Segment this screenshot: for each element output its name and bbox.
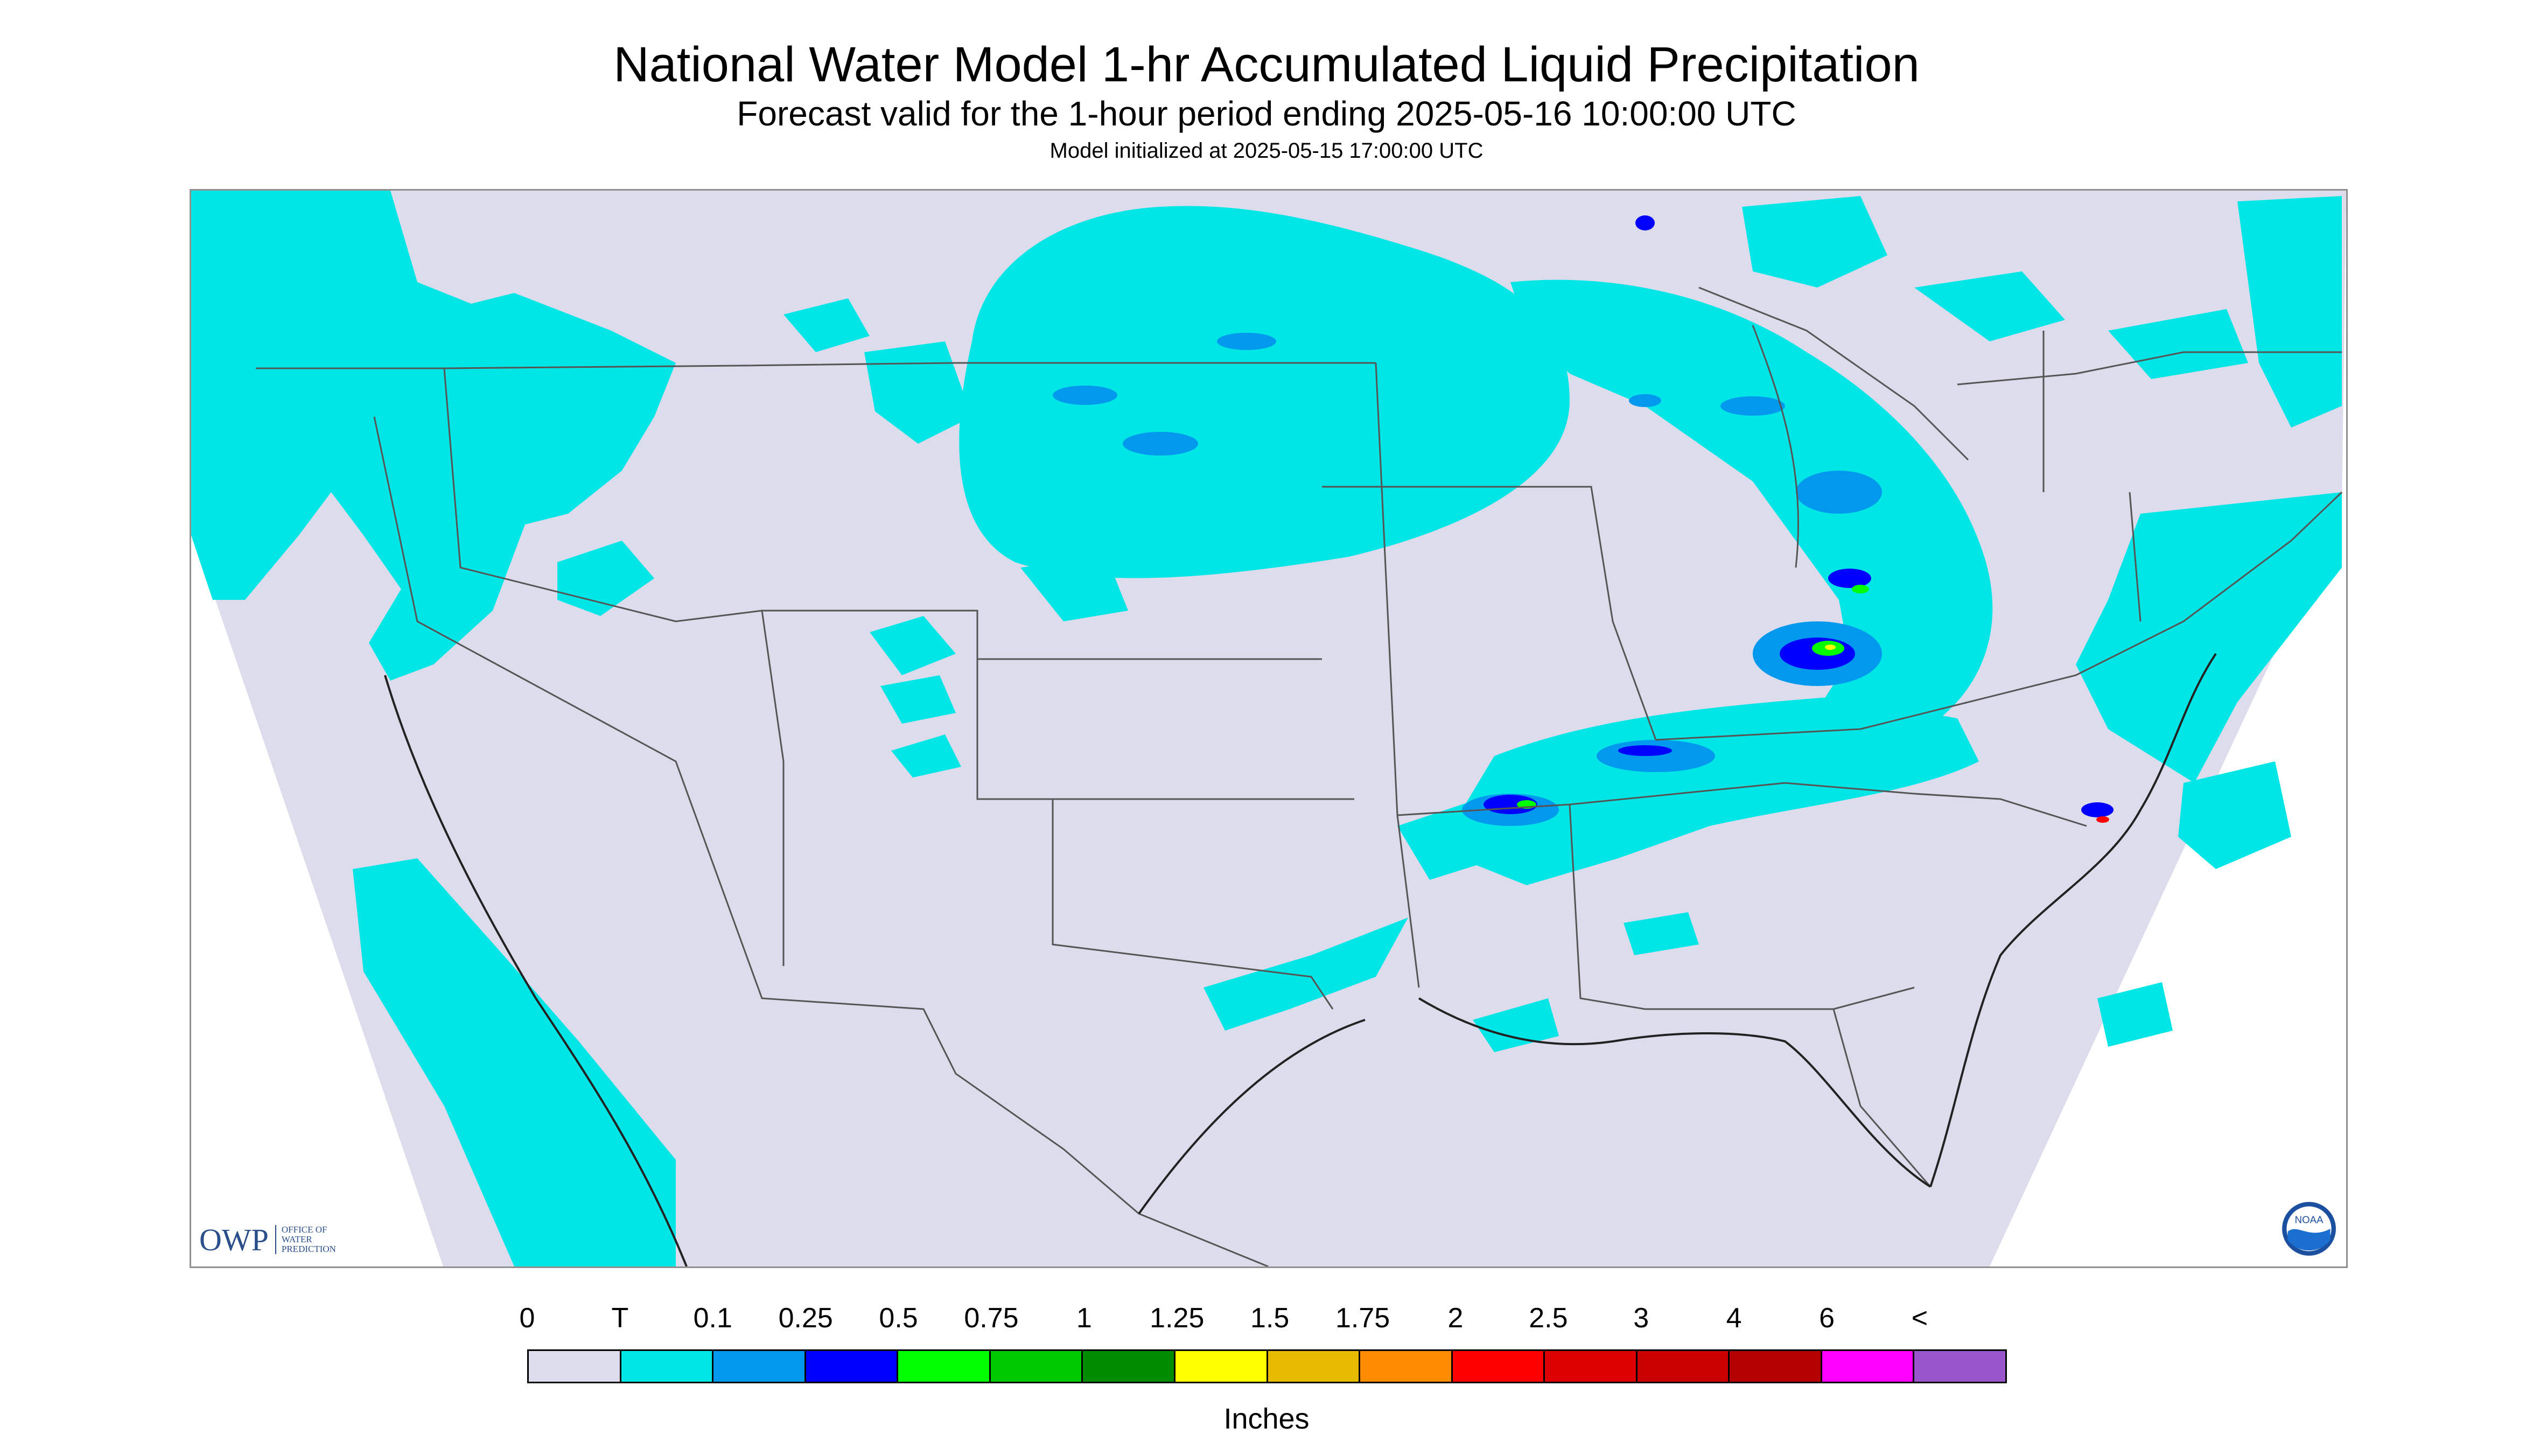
noaa-logo-icon: NOAA <box>2282 1202 2336 1256</box>
legend-tick-label: 0.25 <box>778 1303 833 1334</box>
precip-heavy <box>1517 585 2109 823</box>
model-init-line: Model initialized at 2025-05-15 17:00:00… <box>1049 139 1484 163</box>
legend-tick-label: T <box>611 1303 629 1334</box>
legend-swatch <box>1175 1351 1268 1382</box>
owp-logo: OWP OFFICE OF WATER PREDICTION <box>199 1222 357 1257</box>
legend-swatch <box>1452 1351 1545 1382</box>
legend-swatch <box>1268 1351 1361 1382</box>
legend-swatch <box>1360 1351 1453 1382</box>
legend-tick-label: 1.5 <box>1250 1303 1290 1334</box>
legend-unit: Inches <box>1223 1403 1310 1435</box>
legend-tick-label: 0.5 <box>879 1303 918 1334</box>
owp-logo-mark: OWP <box>199 1222 269 1257</box>
legend-tick-label: 0.75 <box>964 1303 1019 1334</box>
legend-swatch <box>1730 1351 1822 1382</box>
legend-tick-label: 1.75 <box>1335 1303 1390 1334</box>
map-canvas <box>191 191 2346 1266</box>
legend-tick-label: 6 <box>1819 1303 1835 1334</box>
legend-swatch <box>990 1351 1083 1382</box>
precipitation-map[interactable] <box>190 189 2348 1268</box>
boundaries <box>256 286 2343 1266</box>
precip-areas <box>191 191 2342 1266</box>
owp-logo-text: OFFICE OF WATER PREDICTION <box>275 1225 357 1254</box>
legend-tick-label: 0.1 <box>693 1303 732 1334</box>
legend-swatch <box>1637 1351 1730 1382</box>
legend-tick-label: 2.5 <box>1529 1303 1568 1334</box>
map-title: National Water Model 1-hr Accumulated Li… <box>613 37 1920 92</box>
legend-swatch <box>1545 1351 1638 1382</box>
legend-tick-label: 4 <box>1726 1303 1742 1334</box>
legend-tick-label: 0 <box>519 1303 535 1334</box>
legend-swatch <box>1083 1351 1175 1382</box>
legend-swatch <box>898 1351 991 1382</box>
legend-tick-label: 1.25 <box>1150 1303 1205 1334</box>
coastline <box>384 653 2217 1266</box>
legend-colorbar <box>527 1349 2007 1383</box>
legend-swatch <box>621 1351 714 1382</box>
legend-swatch <box>529 1351 621 1382</box>
legend-tick-label: < <box>1911 1303 1928 1334</box>
legend-swatch <box>806 1351 899 1382</box>
legend-tick-label: 1 <box>1076 1303 1092 1334</box>
legend-swatch <box>713 1351 806 1382</box>
noaa-logo-text: NOAA <box>2294 1214 2324 1226</box>
map-subtitle: Forecast valid for the 1-hour period end… <box>737 94 1796 133</box>
legend-swatch <box>1822 1351 1915 1382</box>
legend-swatch <box>1914 1351 2005 1382</box>
legend-tick-label: 2 <box>1447 1303 1464 1334</box>
legend-tick-label: 3 <box>1633 1303 1649 1334</box>
